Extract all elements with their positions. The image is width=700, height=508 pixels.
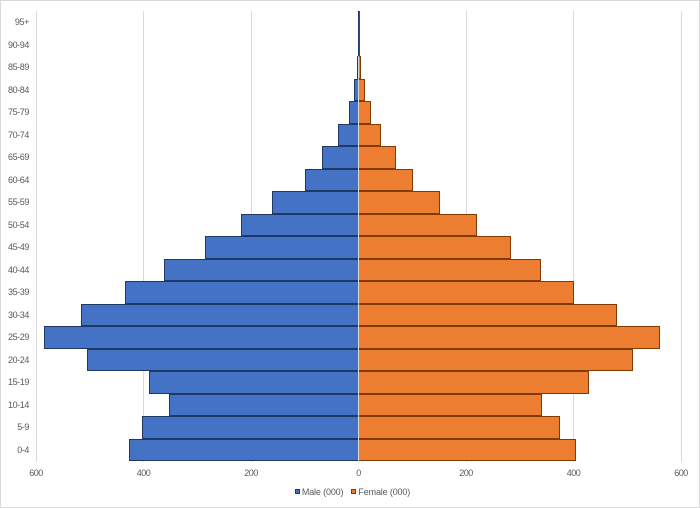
bar-female-45-49 <box>358 236 511 259</box>
gridline <box>143 11 144 462</box>
age-label-25-29: 25-29 <box>7 332 29 343</box>
bar-female-40-44 <box>358 258 541 282</box>
age-label-95+: 95+ <box>14 17 29 27</box>
bar-female-80-84 <box>358 78 366 102</box>
bar-male-80-84 <box>353 78 359 102</box>
x-tick-600-6: 600 <box>674 468 688 478</box>
bar-female-50-54 <box>358 213 477 237</box>
x-tick-400-1: 400 <box>136 468 151 478</box>
age-label-40-44: 40-44 <box>7 264 29 275</box>
bar-male-55-59 <box>271 191 359 214</box>
bar-female-35-39 <box>358 281 574 304</box>
zero-axis-line <box>358 11 359 462</box>
bar-male-50-54 <box>240 213 359 237</box>
bar-female-95+ <box>358 11 360 34</box>
age-label-90-94: 90-94 <box>7 39 29 50</box>
bar-female-25-29 <box>358 326 660 349</box>
bar-male-5-9 <box>141 416 359 439</box>
age-label-20-24: 20-24 <box>7 354 29 365</box>
bar-male-25-29 <box>43 326 359 349</box>
bar-male-65-69 <box>322 146 359 169</box>
bar-male-15-19 <box>148 371 359 394</box>
x-tick-0-3: 0 <box>356 468 361 478</box>
age-label-65-69: 65-69 <box>7 152 29 163</box>
age-label-30-34: 30-34 <box>7 309 29 320</box>
age-label-80-84: 80-84 <box>7 84 29 95</box>
bar-male-95+ <box>357 11 359 34</box>
bar-male-45-49 <box>205 236 359 259</box>
bar-male-35-39 <box>124 281 359 304</box>
bar-female-15-19 <box>358 371 590 394</box>
age-label-60-64: 60-64 <box>7 174 29 185</box>
age-label-50-54: 50-54 <box>7 219 29 230</box>
bar-male-30-34 <box>81 303 359 327</box>
bar-male-0-4 <box>128 438 359 462</box>
bar-female-30-34 <box>358 303 617 327</box>
age-label-5-9: 5-9 <box>17 422 29 433</box>
age-label-15-19: 15-19 <box>7 377 29 388</box>
bar-male-10-14 <box>169 393 359 417</box>
bar-female-70-74 <box>358 123 382 147</box>
gridline <box>680 11 682 462</box>
bar-male-70-74 <box>337 123 359 147</box>
age-label-75-79: 75-79 <box>7 107 29 118</box>
age-label-45-49: 45-49 <box>7 242 29 253</box>
bar-male-85-89 <box>356 56 359 79</box>
x-tick-600-0: 600 <box>29 468 43 478</box>
gridline <box>35 11 37 462</box>
age-label-85-89: 85-89 <box>7 62 29 73</box>
bar-female-5-9 <box>358 416 561 439</box>
bar-female-75-79 <box>358 101 372 124</box>
x-tick-400-5: 400 <box>566 468 581 478</box>
bar-male-90-94 <box>357 33 359 57</box>
age-label-0-4: 0-4 <box>17 444 29 455</box>
legend: Male (000) Female (000) <box>0 487 700 497</box>
bar-male-20-24 <box>87 348 359 372</box>
bar-female-65-69 <box>358 146 397 169</box>
age-label-70-74: 70-74 <box>7 129 29 140</box>
legend-label-male: Male (000) <box>301 486 344 497</box>
legend-label-female: Female (000) <box>358 486 411 497</box>
bar-male-60-64 <box>304 168 359 192</box>
legend-marker-male <box>294 489 300 494</box>
bar-female-85-89 <box>358 56 362 79</box>
bar-female-60-64 <box>358 168 414 192</box>
gridline <box>573 11 574 462</box>
x-tick-200-4: 200 <box>459 468 473 478</box>
age-label-10-14: 10-14 <box>7 399 29 410</box>
bar-female-55-59 <box>358 191 441 214</box>
age-label-35-39: 35-39 <box>7 287 29 298</box>
legend-item-male: Male (000) <box>294 486 344 497</box>
bar-male-75-79 <box>349 101 359 124</box>
legend-marker-female <box>351 489 357 494</box>
bar-female-90-94 <box>358 33 360 57</box>
age-label-55-59: 55-59 <box>7 197 29 208</box>
legend-item-female: Female (000) <box>351 487 410 497</box>
bar-female-20-24 <box>358 348 633 372</box>
bar-male-40-44 <box>163 258 359 282</box>
x-tick-200-2: 200 <box>244 468 258 478</box>
bar-female-10-14 <box>358 393 542 417</box>
bar-female-0-4 <box>358 438 577 462</box>
